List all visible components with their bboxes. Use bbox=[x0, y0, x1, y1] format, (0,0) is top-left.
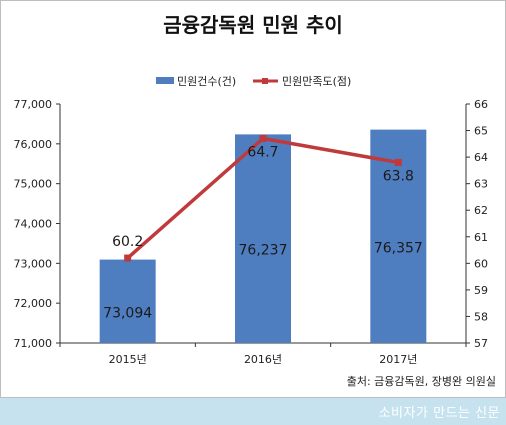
bar bbox=[99, 259, 156, 343]
line-value-label: 64.7 bbox=[247, 145, 278, 161]
legend-marker bbox=[262, 78, 268, 84]
line-series bbox=[124, 135, 402, 262]
y-right-tick-label: 62 bbox=[474, 204, 488, 217]
y-right-tick-label: 65 bbox=[474, 125, 488, 138]
y-left-tick-label: 71,000 bbox=[14, 337, 53, 350]
x-tick-label: 2017년 bbox=[379, 353, 417, 366]
bar-value-label: 76,357 bbox=[374, 240, 423, 256]
x-tick-label: 2016년 bbox=[244, 353, 282, 366]
bar-value-label: 76,237 bbox=[239, 243, 288, 259]
y-left-tick-label: 76,000 bbox=[14, 138, 53, 151]
legend-label-bar: 민원건수(건) bbox=[177, 75, 236, 88]
bar-value-label: 73,094 bbox=[103, 305, 152, 321]
line-point bbox=[394, 158, 402, 166]
x-tick-label: 2015년 bbox=[109, 353, 147, 366]
y-right-tick-label: 61 bbox=[474, 231, 488, 244]
y-right-tick-label: 59 bbox=[474, 284, 488, 297]
chart: 금융감독원 민원 추이 민원건수(건) 민원만족도(점) 71,000 72,00… bbox=[14, 13, 489, 366]
axes: 71,000 72,000 73,000 74,000 75,000 76,000 77,0… bbox=[14, 98, 489, 366]
line-value-label: 63.8 bbox=[383, 168, 414, 184]
source-note: 출처: 금융감독원, 장병완 의원실 bbox=[346, 375, 496, 388]
chart-title: 금융감독원 민원 추이 bbox=[163, 13, 343, 37]
legend: 민원건수(건) 민원만족도(점) bbox=[156, 75, 351, 88]
y-left-tick-label: 72,000 bbox=[14, 297, 53, 310]
y-right-tick-label: 58 bbox=[474, 310, 488, 323]
data-labels: 73,094 76,237 76,357 60.2 64.7 63.8 bbox=[103, 145, 423, 322]
legend-label-line: 민원만족도(점) bbox=[282, 75, 351, 88]
footer-brand: 소비자가 만드는 신문 bbox=[378, 406, 500, 421]
y-right-tick-label: 63 bbox=[474, 178, 488, 191]
y-left-tick-label: 77,000 bbox=[14, 98, 53, 111]
y-right-tick-label: 66 bbox=[474, 98, 488, 111]
y-right-tick-label: 64 bbox=[474, 151, 488, 164]
y-right-tick-label: 57 bbox=[474, 337, 488, 350]
line-value-label: 60.2 bbox=[112, 234, 143, 250]
bar bbox=[235, 134, 291, 343]
legend-swatch-bar bbox=[156, 77, 174, 84]
y-left-tick-label: 74,000 bbox=[14, 218, 53, 231]
y-left-tick-label: 73,000 bbox=[14, 257, 53, 270]
footer-band: 소비자가 만드는 신문 bbox=[0, 398, 506, 425]
y-left-tick-label: 75,000 bbox=[14, 178, 53, 191]
line-point bbox=[124, 254, 132, 262]
line-point bbox=[259, 135, 267, 143]
y-right-tick-label: 60 bbox=[474, 257, 488, 270]
